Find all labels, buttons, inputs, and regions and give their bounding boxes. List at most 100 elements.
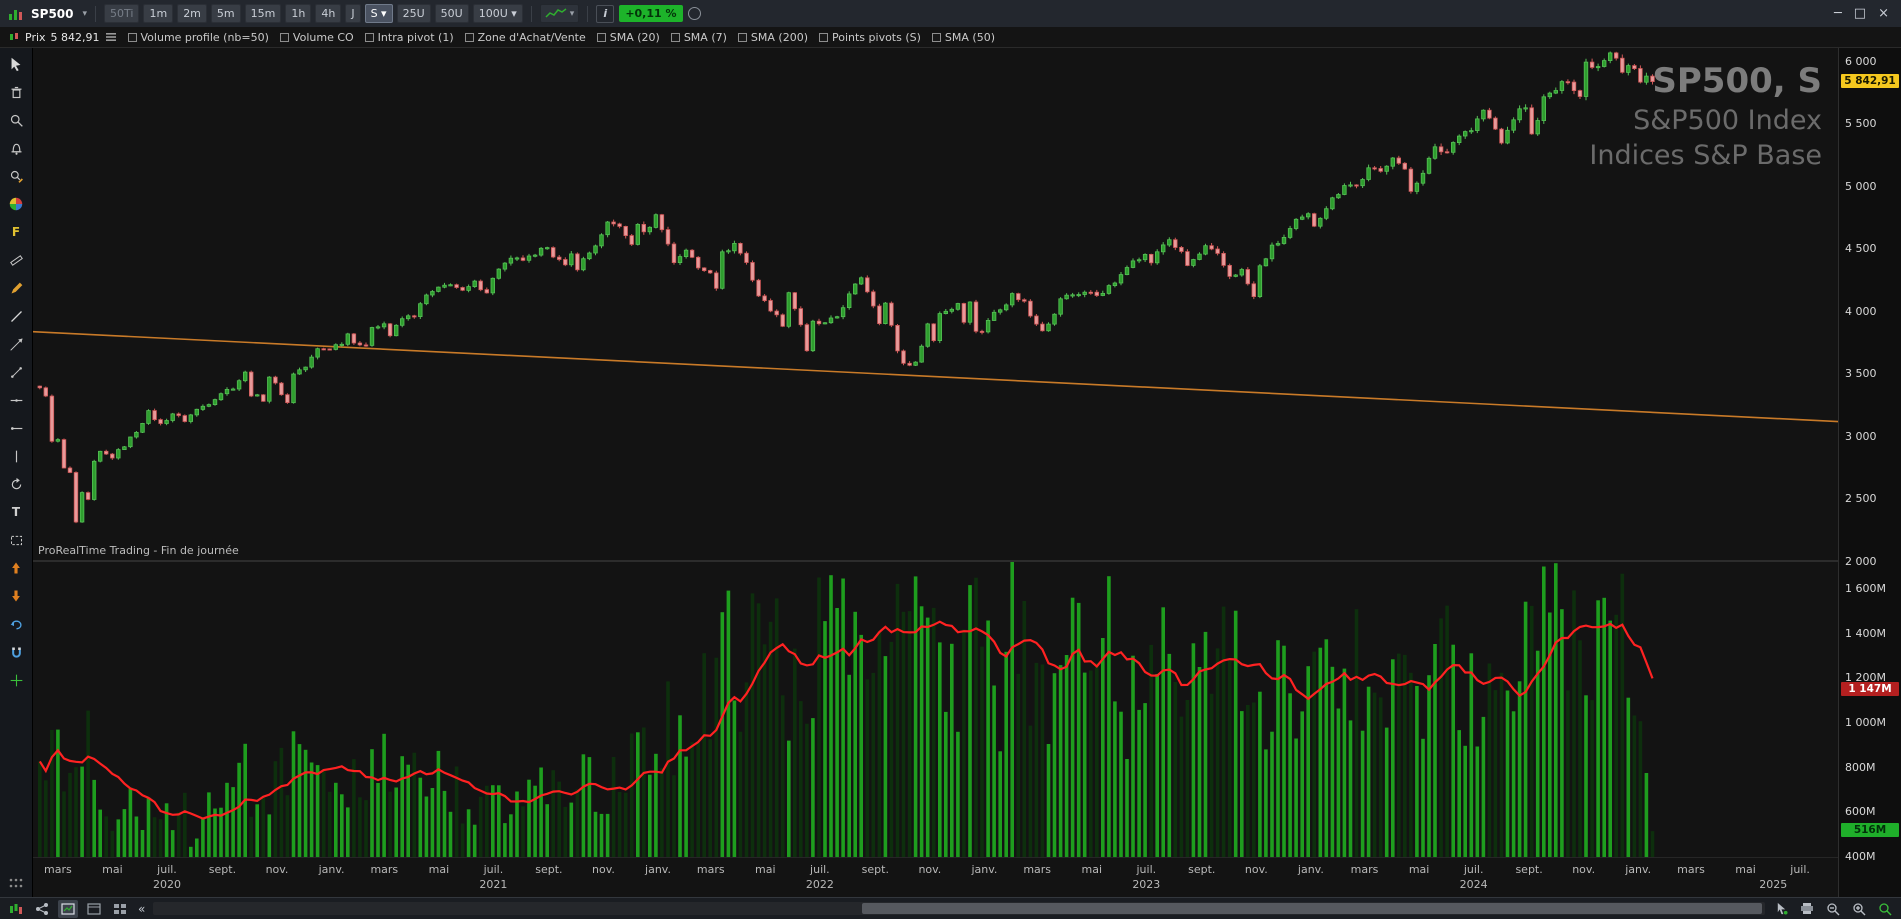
timeframe-button-j[interactable]: J — [345, 4, 361, 23]
alert-bell-icon[interactable] — [6, 138, 26, 158]
arrow-down-icon[interactable] — [6, 586, 26, 606]
crosshair-icon[interactable] — [6, 670, 26, 690]
time-axis-month: mars — [370, 863, 399, 876]
close-icon[interactable]: × — [1878, 6, 1889, 21]
segment-icon[interactable] — [6, 362, 26, 382]
price-axis: 6 000 5 500 5 000 4 500 4 000 3 500 3 000 2 500… — [1838, 48, 1901, 897]
indicator-checkbox[interactable]: SMA (20) — [596, 31, 660, 44]
list-icon[interactable] — [105, 32, 117, 42]
price-axis-label: 4 000 — [1845, 304, 1877, 318]
text-tool-icon[interactable]: T — [11, 505, 21, 519]
cursor-icon[interactable] — [6, 54, 26, 74]
volume-chart[interactable] — [33, 562, 1838, 857]
scrollbar-thumb[interactable] — [862, 903, 1762, 914]
price-axis-label: 6 000 — [1845, 54, 1877, 68]
pointer-mode-icon[interactable] — [1771, 900, 1791, 918]
time-axis-month: janv. — [971, 863, 998, 876]
record-button[interactable] — [687, 7, 701, 20]
maximize-icon[interactable]: □ — [1853, 6, 1867, 21]
indicator-checkbox-label: Volume CO — [292, 30, 354, 44]
magnet-icon[interactable] — [6, 642, 26, 662]
time-axis-month: mars — [1350, 863, 1379, 876]
chart-area: SP500, S S&P500 Index Indices S&P Base P… — [32, 48, 1839, 897]
timeframe-button-5m[interactable]: 5m — [210, 4, 241, 23]
pencil-icon[interactable] — [6, 278, 26, 298]
printer-icon[interactable] — [1797, 900, 1817, 918]
time-axis-month: mai — [428, 863, 450, 876]
price-axis-label: 2 000 — [1845, 554, 1877, 568]
zoom-in-icon[interactable] — [1849, 900, 1869, 918]
checkbox-icon[interactable] — [596, 32, 606, 42]
chevron-down-icon[interactable]: ▾ — [82, 8, 88, 19]
timeframe-button-100u[interactable]: 100U ▾ — [472, 4, 523, 23]
timeframe-button-1m[interactable]: 1m — [143, 4, 174, 23]
checkbox-icon[interactable] — [670, 32, 680, 42]
timeframe-button-50u[interactable]: 50U — [434, 4, 469, 23]
checkbox-icon[interactable] — [818, 32, 828, 42]
candlestick-chart[interactable] — [32, 48, 1839, 560]
chart-window-button[interactable] — [58, 899, 78, 918]
chart-scrollbar[interactable] — [153, 902, 1765, 915]
price-panel[interactable]: SP500, S S&P500 Index Indices S&P Base P… — [32, 48, 1839, 560]
zoom-out-icon[interactable] — [1823, 900, 1843, 918]
scroll-left-icon[interactable]: « — [138, 901, 146, 916]
indicator-checkbox[interactable]: SMA (200) — [737, 31, 808, 44]
checkbox-icon[interactable] — [127, 32, 137, 42]
time-axis-month: sept. — [1515, 863, 1543, 876]
horizontal-line-icon[interactable] — [6, 390, 26, 410]
timeframe-button-2m[interactable]: 2m — [177, 4, 207, 23]
indicator-checkbox[interactable]: Intra pivot (1) — [364, 31, 454, 44]
time-axis-month: janv. — [645, 863, 671, 876]
screener-icon[interactable] — [6, 166, 26, 186]
timeframe-button-25u[interactable]: 25U — [396, 4, 431, 23]
timeframe-button-15m[interactable]: 15m — [244, 4, 282, 23]
volume-axis-label: 600M — [1845, 805, 1876, 819]
volume-axis-label: 1 600M — [1845, 581, 1886, 595]
minimize-icon[interactable]: ─ — [1833, 6, 1842, 21]
new-window-icon[interactable] — [84, 900, 104, 918]
timeframe-button-4h[interactable]: 4h — [315, 4, 342, 23]
share-icon[interactable] — [32, 900, 52, 918]
ruler-icon[interactable] — [6, 250, 26, 270]
horizontal-ray-icon[interactable] — [6, 418, 26, 438]
time-axis-year: 2020 — [152, 878, 181, 891]
indicator-checkbox[interactable]: Volume CO — [279, 30, 354, 44]
bottom-toolbar: « — [0, 897, 1901, 919]
rotation-icon[interactable] — [6, 474, 26, 494]
checkbox-icon[interactable] — [737, 32, 747, 42]
rectangle-tool-icon[interactable] — [6, 530, 26, 550]
volume-axis-label: 1 200M — [1845, 671, 1886, 685]
zoom-auto-icon[interactable] — [1875, 900, 1895, 918]
indicator-checkbox[interactable]: SMA (50) — [931, 31, 995, 44]
layout-grid-icon[interactable] — [110, 900, 130, 918]
candlestick-view-icon[interactable] — [6, 900, 26, 918]
panel-divider[interactable] — [33, 560, 1838, 562]
trash-icon[interactable] — [6, 82, 26, 102]
function-tool-icon[interactable]: F — [11, 225, 21, 239]
time-axis-month: sept. — [861, 863, 889, 876]
volume-panel[interactable] — [33, 562, 1838, 857]
checkbox-icon[interactable] — [464, 32, 474, 42]
more-tools-icon[interactable] — [6, 873, 26, 893]
symbol-selector[interactable]: SP500 — [31, 6, 74, 21]
zoom-icon[interactable] — [6, 110, 26, 130]
vertical-line-icon[interactable] — [6, 446, 26, 466]
color-wheel-icon[interactable] — [6, 194, 26, 214]
checkbox-icon[interactable] — [364, 32, 374, 42]
arrow-up-icon[interactable] — [6, 558, 26, 578]
chart-style-button[interactable]: ▾ — [539, 4, 580, 23]
info-button[interactable]: i — [596, 4, 615, 23]
checkbox-icon[interactable] — [931, 32, 941, 42]
indicator-checkbox[interactable]: Points pivots (S) — [818, 31, 921, 44]
timeframe-button-1h[interactable]: 1h — [285, 4, 312, 23]
chevron-down-icon: ▾ — [569, 8, 575, 19]
extended-line-icon[interactable] — [6, 334, 26, 354]
indicator-checkbox[interactable]: SMA (7) — [670, 31, 727, 44]
indicator-checkbox[interactable]: Zone d'Achat/Vente — [464, 31, 586, 44]
checkbox-icon[interactable] — [279, 32, 289, 42]
timeframe-button-50ti[interactable]: 50Ti — [104, 4, 140, 23]
timeframe-button-s[interactable]: S ▾ — [364, 4, 393, 23]
undo-icon[interactable] — [6, 614, 26, 634]
trendline-icon[interactable] — [6, 306, 26, 326]
indicator-checkbox[interactable]: Volume profile (nb=50) — [127, 31, 269, 44]
